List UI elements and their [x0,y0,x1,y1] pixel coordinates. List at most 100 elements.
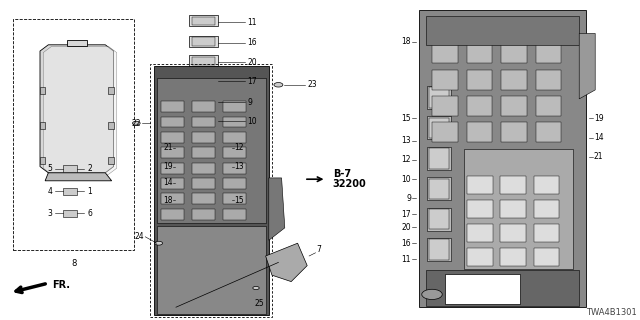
Bar [536,70,561,90]
Text: TWA4B1301: TWA4B1301 [586,308,637,317]
Polygon shape [45,173,112,181]
Bar [426,270,579,306]
Bar [534,176,559,194]
Bar [13,19,134,250]
Text: 17: 17 [401,210,411,219]
Bar [534,200,559,218]
Bar [223,209,246,220]
Bar [40,122,45,129]
Bar [175,178,200,187]
Bar [161,163,184,173]
Text: 13: 13 [401,136,411,145]
Bar [210,144,229,151]
Bar [192,116,215,124]
Bar [432,96,458,116]
Bar [445,274,520,304]
Text: 12: 12 [234,143,244,152]
Bar [432,122,458,142]
Bar [175,143,200,152]
Bar [429,118,449,138]
Bar [189,115,218,125]
Text: 17: 17 [248,77,257,86]
Text: 10: 10 [401,175,411,184]
Bar [192,178,215,189]
Bar [501,70,527,90]
Bar [419,10,586,307]
Text: 22: 22 [131,119,141,128]
Bar [63,210,77,217]
Bar [432,70,458,90]
Text: 1: 1 [87,187,92,196]
Bar [192,97,215,105]
Bar [189,55,218,66]
Bar [109,122,114,129]
Bar [500,176,526,194]
Text: 7: 7 [317,245,322,254]
Bar [223,178,246,189]
Bar [109,87,114,94]
Bar [192,147,215,158]
Bar [223,116,246,127]
Bar [161,209,184,220]
Circle shape [422,289,442,300]
Bar [467,200,493,218]
Bar [189,36,218,47]
Bar [63,188,77,195]
Text: 19: 19 [163,162,173,171]
Bar [223,101,246,112]
Bar [63,165,77,172]
Bar [210,197,229,204]
Bar [161,101,184,112]
Text: 23: 23 [307,80,317,89]
Text: 4: 4 [47,187,52,196]
Bar [501,96,527,116]
Bar [467,44,492,63]
Bar [175,196,200,205]
Bar [429,179,449,199]
Bar [534,248,559,266]
Bar [223,193,246,204]
Bar [500,248,526,266]
Bar [427,116,451,140]
Circle shape [253,286,259,290]
Text: 25: 25 [254,299,264,308]
Polygon shape [269,178,285,240]
Bar [501,122,527,142]
Bar [192,76,215,84]
Bar [192,209,215,220]
Text: 32200: 32200 [333,179,367,189]
Bar [192,132,215,143]
Text: 10: 10 [248,117,257,126]
Text: B-7: B-7 [333,169,351,180]
Text: FR.: FR. [52,280,70,290]
Text: 9: 9 [406,194,411,203]
Text: 20: 20 [401,223,411,232]
Bar [464,149,573,268]
Polygon shape [44,46,117,174]
Bar [467,96,492,116]
Text: 13: 13 [234,162,244,171]
Bar [161,132,184,143]
Bar [427,238,451,261]
Text: 8: 8 [71,259,76,268]
Bar [189,75,218,85]
Bar [427,208,451,231]
Bar [534,224,559,242]
Bar [150,64,272,317]
Text: 21: 21 [594,152,604,161]
Bar [154,66,269,315]
Bar [467,224,493,242]
Polygon shape [40,45,114,173]
Bar [427,177,451,200]
Bar [161,193,184,204]
Bar [207,162,232,171]
Text: 16: 16 [248,38,257,47]
Bar [500,224,526,242]
Bar [207,196,232,205]
Bar [178,197,197,204]
Text: 11: 11 [248,18,257,27]
Bar [40,87,45,94]
Bar [192,37,215,46]
Bar [467,176,493,194]
Bar [210,164,229,170]
